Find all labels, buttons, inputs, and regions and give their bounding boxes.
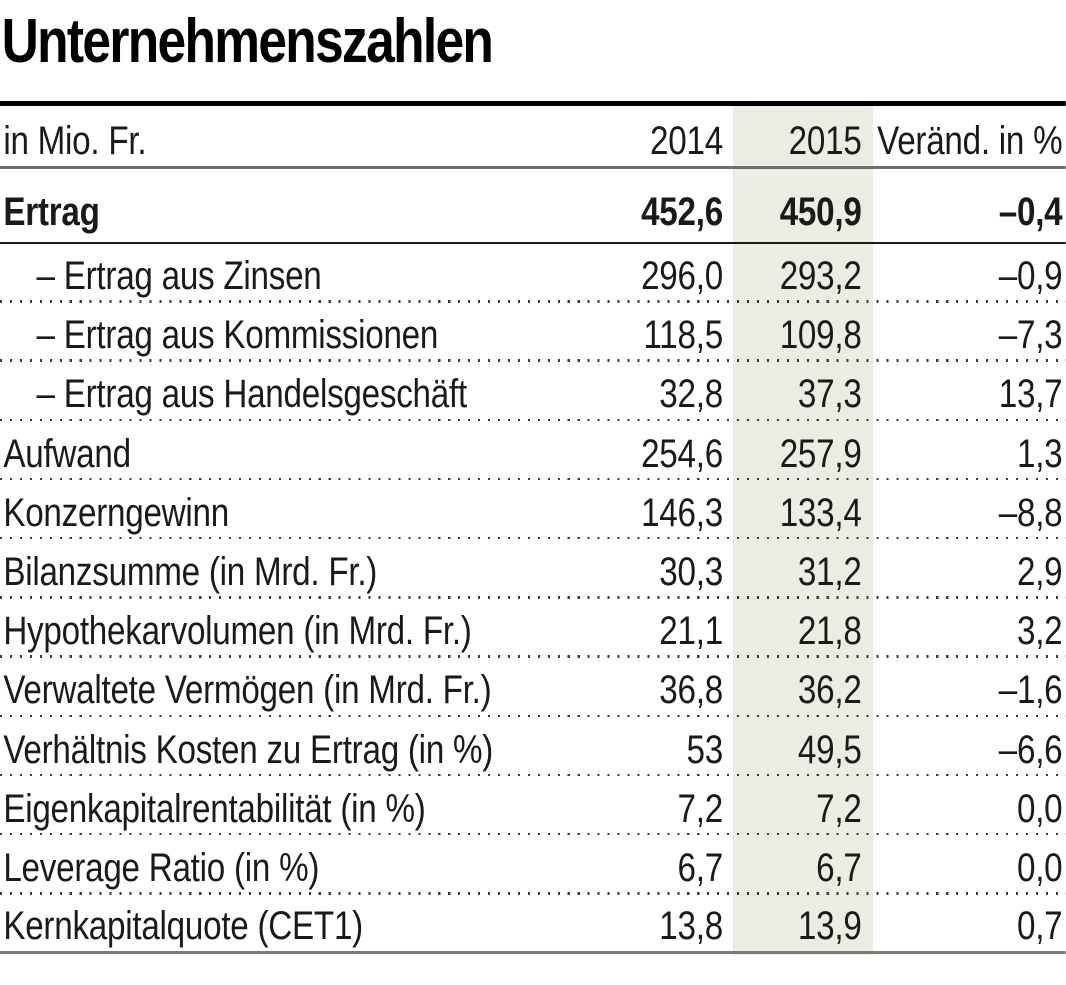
cell-2015: 49,5 — [797, 727, 862, 772]
table-row: – Ertrag aus Handelsgeschäft 32,8 37,3 1… — [0, 362, 1066, 422]
row-label: – Ertrag aus Handelsgeschäft — [36, 372, 468, 417]
cell-2015: 36,2 — [797, 668, 862, 713]
highlight-2015-column — [732, 106, 874, 955]
cell-2014: 146,3 — [641, 490, 723, 535]
cell-2014: 254,6 — [641, 431, 723, 476]
row-label: Verhältnis Kosten zu Ertrag (in %) — [3, 727, 494, 772]
row-label: Eigenkapitalrentabilität (in %) — [3, 786, 426, 831]
table-row: – Ertrag aus Kommissionen 118,5 109,8 –7… — [0, 303, 1066, 363]
table-row: Kernkapitalquote (CET1) 13,8 13,9 0,7 — [0, 895, 1066, 954]
cell-change: –0,4 — [998, 189, 1063, 234]
row-label: Kernkapitalquote (CET1) — [3, 903, 363, 948]
page-title: Unternehmenszahlen — [1, 7, 494, 76]
cell-change: –8,8 — [998, 490, 1063, 535]
cell-2014: 21,1 — [659, 609, 723, 654]
cell-2015: 7,2 — [816, 786, 862, 831]
cell-2014: 6,7 — [677, 845, 724, 890]
table-body: Ertrag 452,6 450,9 –0,4 – Ertrag aus Zin… — [0, 169, 1066, 954]
cell-2014: 53 — [686, 727, 723, 772]
cell-2015: 13,9 — [797, 903, 862, 948]
cell-2014: 36,8 — [659, 668, 723, 713]
cell-2015: 109,8 — [779, 313, 862, 358]
cell-change: –0,9 — [998, 254, 1063, 299]
cell-2015: 450,9 — [779, 189, 862, 234]
cell-2014: 7,2 — [677, 786, 724, 831]
table-row: Ertrag 452,6 450,9 –0,4 — [0, 169, 1066, 244]
cell-2014: 296,0 — [641, 254, 723, 299]
table-header-row: in Mio. Fr. 2014 2015 Veränd. in % — [0, 106, 1066, 169]
company-figures-table: in Mio. Fr. 2014 2015 Veränd. in % Ertra… — [0, 106, 1066, 954]
cell-2015: 21,8 — [797, 609, 862, 654]
table-row: Konzerngewinn 146,3 133,4 –8,8 — [0, 480, 1066, 540]
table-row: Verhältnis Kosten zu Ertrag (in %) 53 49… — [0, 717, 1066, 777]
cell-2014: 13,8 — [659, 903, 723, 948]
row-label: Verwaltete Vermögen (in Mrd. Fr.) — [3, 668, 492, 713]
cell-2015: 133,4 — [779, 490, 862, 535]
cell-change: 13,7 — [998, 372, 1063, 417]
table-row: Hypothekarvolumen (in Mrd. Fr.) 21,1 21,… — [0, 599, 1066, 659]
cell-2015: 293,2 — [779, 254, 862, 299]
table-row: Eigenkapitalrentabilität (in %) 7,2 7,2 … — [0, 776, 1066, 836]
table-row: Leverage Ratio (in %) 6,7 6,7 0,0 — [0, 835, 1066, 895]
column-header-2015: 2015 — [788, 118, 862, 163]
cell-change: 3,2 — [1016, 609, 1063, 654]
column-header-change: Veränd. in % — [877, 118, 1063, 163]
cell-change: 0,7 — [1016, 903, 1063, 948]
cell-2015: 37,3 — [797, 372, 862, 417]
cell-change: 0,0 — [1016, 786, 1063, 831]
row-label: Bilanzsumme (in Mrd. Fr.) — [3, 550, 378, 595]
cell-2015: 257,9 — [779, 431, 862, 476]
cell-2015: 6,7 — [816, 845, 862, 890]
cell-2014: 30,3 — [659, 550, 723, 595]
table-row: Aufwand 254,6 257,9 1,3 — [0, 421, 1066, 481]
cell-change: 2,9 — [1016, 550, 1063, 595]
table-row: Verwaltete Vermögen (in Mrd. Fr.) 36,8 3… — [0, 658, 1066, 718]
row-label: Konzerngewinn — [3, 490, 229, 535]
row-label: Aufwand — [3, 431, 131, 476]
cell-change: –1,6 — [998, 668, 1063, 713]
cell-change: 1,3 — [1016, 431, 1063, 476]
cell-change: –6,6 — [998, 727, 1063, 772]
cell-change: –7,3 — [998, 313, 1063, 358]
table-row: – Ertrag aus Zinsen 296,0 293,2 –0,9 — [0, 244, 1066, 303]
row-label: Ertrag — [3, 189, 100, 234]
column-header-2014: 2014 — [650, 118, 723, 163]
cell-2014: 452,6 — [641, 189, 723, 234]
row-label: – Ertrag aus Kommissionen — [36, 313, 439, 358]
cell-change: 0,0 — [1016, 845, 1063, 890]
cell-2014: 118,5 — [643, 313, 724, 358]
unit-label: in Mio. Fr. — [3, 118, 147, 163]
cell-2015: 31,2 — [797, 550, 862, 595]
table-row: Bilanzsumme (in Mrd. Fr.) 30,3 31,2 2,9 — [0, 539, 1066, 599]
top-rule-divider — [0, 101, 1066, 106]
row-label: Leverage Ratio (in %) — [3, 845, 320, 890]
cell-2014: 32,8 — [659, 372, 723, 417]
row-label: Hypothekarvolumen (in Mrd. Fr.) — [3, 609, 472, 654]
row-label: – Ertrag aus Zinsen — [36, 254, 322, 299]
